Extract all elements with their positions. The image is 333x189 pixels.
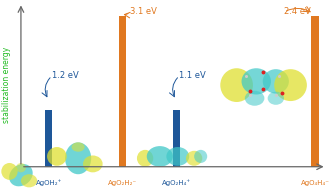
Ellipse shape (245, 91, 264, 106)
Ellipse shape (194, 150, 207, 163)
Bar (311, 16, 319, 167)
Bar (172, 109, 180, 167)
Ellipse shape (65, 142, 91, 174)
Text: AgOH₂⁺: AgOH₂⁺ (36, 180, 62, 186)
Text: AgO₄H₄⁻: AgO₄H₄⁻ (301, 180, 330, 186)
Bar (45, 109, 52, 167)
Ellipse shape (166, 147, 189, 166)
Ellipse shape (9, 164, 33, 186)
Ellipse shape (21, 174, 37, 187)
Ellipse shape (274, 69, 307, 101)
Ellipse shape (72, 142, 85, 152)
Text: 2.4 eV: 2.4 eV (284, 7, 311, 16)
Ellipse shape (186, 151, 202, 166)
Text: stabilization energy: stabilization energy (2, 47, 11, 123)
Text: 1.2 eV: 1.2 eV (52, 71, 79, 80)
Text: 3.1 eV: 3.1 eV (131, 7, 157, 16)
Text: AgO₂H₂⁻: AgO₂H₂⁻ (108, 180, 137, 186)
Bar (119, 16, 126, 167)
Ellipse shape (137, 150, 153, 167)
Text: 1.1 eV: 1.1 eV (179, 71, 206, 80)
Ellipse shape (220, 68, 253, 102)
Ellipse shape (83, 156, 103, 172)
Ellipse shape (241, 68, 271, 94)
Ellipse shape (1, 163, 18, 180)
Ellipse shape (147, 146, 173, 167)
Ellipse shape (268, 92, 284, 105)
Text: AgO₂H₄⁺: AgO₂H₄⁺ (162, 180, 191, 186)
Ellipse shape (16, 163, 26, 172)
Ellipse shape (263, 69, 289, 94)
Ellipse shape (47, 147, 67, 166)
